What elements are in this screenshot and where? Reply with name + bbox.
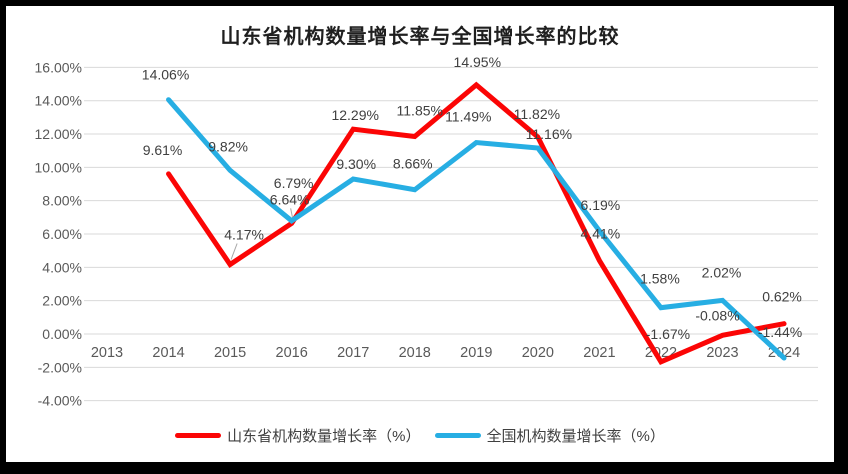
data-label: 11.85% [397,103,443,119]
data-label: 8.66% [393,156,433,172]
y-axis-tick-label: 0.00% [42,326,82,342]
x-axis-tick-label: 2018 [399,345,431,361]
x-axis-tick-label: 2023 [706,345,738,361]
legend-label-shandong: 山东省机构数量增长率（%） [227,428,421,445]
y-axis-tick-label: 8.00% [42,193,82,209]
series-line-shandong [166,81,787,365]
x-axis-tick-label: 2019 [460,345,492,361]
data-label: 6.79% [274,175,314,191]
data-label: -1.67% [646,326,690,342]
data-label: 11.16% [526,126,572,142]
data-label: 14.06% [142,67,189,83]
plot-area: 16.00% 14.00% 12.00% 10.00% 8.00% 6.00% 4.00% 2… [35,54,818,409]
legend-line-swatch-shandong [175,433,222,438]
x-axis-tick-label: 2014 [152,345,184,361]
data-label: 11.82% [514,106,560,122]
legend-label-national: 全国机构数量增长率（%） [486,428,665,445]
y-axis-tick-label: 10.00% [35,159,82,175]
data-label: 9.82% [208,138,248,154]
y-axis-tick-label: 12.00% [35,126,82,142]
y-axis-tick-label: 4.00% [42,259,82,275]
chart-legend: 山东省机构数量增长率（%） 全国机构数量增长率（%） [6,425,834,446]
x-axis-tick-label: 2016 [276,345,308,361]
y-axis-tick-label: 14.00% [35,93,82,109]
data-label: 6.64% [270,191,310,207]
data-label: 9.61% [143,142,183,158]
y-axis-tick-label: 16.00% [35,59,82,75]
y-axis-tick-label: 6.00% [42,226,82,242]
legend-item-national-series: 全国机构数量增长率（%） [434,425,665,446]
data-label: 0.62% [762,289,802,305]
series-line-national [166,97,787,361]
data-label: 4.17% [224,227,264,243]
y-axis-tick-label: 2.00% [42,293,82,309]
chart-title: 山东省机构数量增长率与全国增长率的比较 [220,26,620,48]
data-label: 4.41% [581,226,621,242]
data-label: 1.58% [640,271,680,287]
y-axis-tick-label: -4.00% [38,393,82,409]
data-label-leader-line [230,243,238,260]
x-axis-tick-label: 2017 [337,345,369,361]
legend-item-shandong-series: 山东省机构数量增长率（%） [175,425,421,446]
legend-line-swatch-national [434,433,481,438]
data-label: 11.49% [445,109,491,125]
data-label: -0.08% [695,307,739,323]
x-axis-tick-label: 2021 [583,345,615,361]
data-label: 14.95% [454,54,501,70]
data-label: -1.44% [758,324,802,340]
x-axis-tick-label: 2015 [214,345,246,361]
x-axis-tick-label: 2013 [91,345,123,361]
data-label: 9.30% [336,156,376,172]
data-label: 2.02% [702,264,742,280]
data-label: 12.29% [331,107,378,123]
data-label: 6.19% [581,197,621,213]
data-label-leader-line [290,208,294,219]
y-axis-tick-label: -2.00% [38,359,82,375]
chart-surface: 山东省机构数量增长率与全国增长率的比较 16.00% 14.00% 12.00% 10… [6,6,834,462]
x-axis-tick-label: 2020 [522,345,554,361]
